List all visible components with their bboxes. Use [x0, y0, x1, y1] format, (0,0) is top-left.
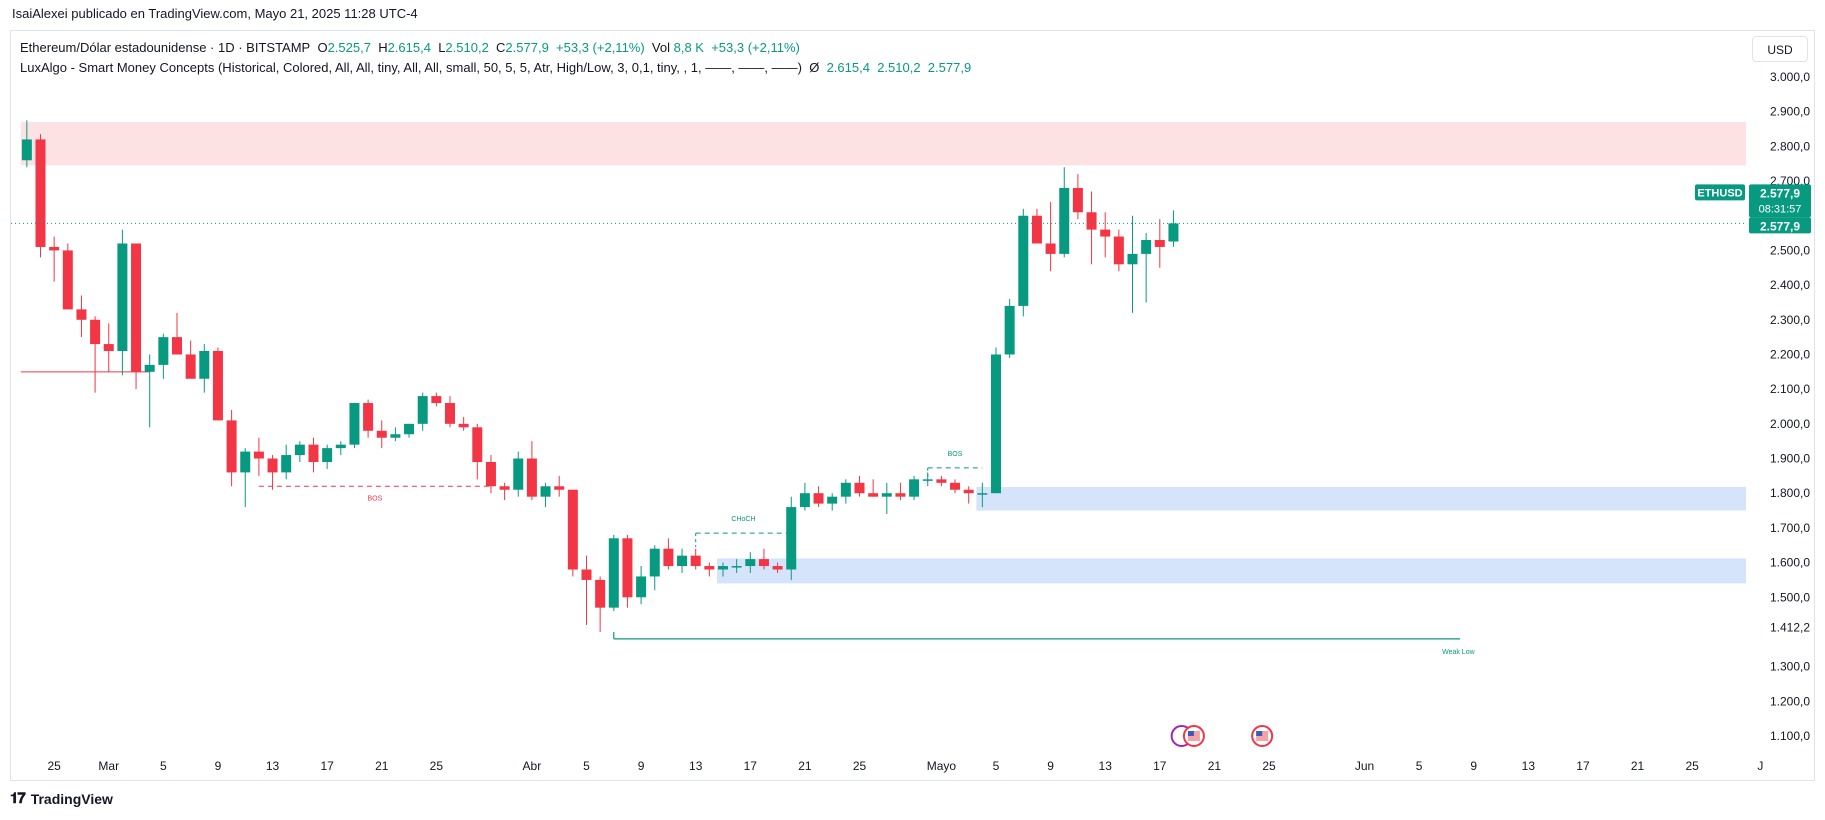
- low-value: 2.510,2: [445, 40, 489, 55]
- indicator-symbol: Ø: [809, 60, 820, 75]
- footer-brand-label: TradingView: [30, 790, 113, 807]
- volume-value: 8,8 K: [673, 40, 704, 55]
- footer-brand[interactable]: 𝟏𝟕 TradingView: [10, 790, 113, 807]
- indicator-title[interactable]: LuxAlgo - Smart Money Concepts (Historic…: [20, 60, 802, 75]
- open-label: O: [317, 40, 328, 55]
- currency-button[interactable]: USD: [1752, 36, 1808, 62]
- high-value: 2.615,4: [387, 40, 431, 55]
- symbol-title[interactable]: Ethereum/Dólar estadounidense · 1D · BIT…: [20, 40, 311, 55]
- change-value: +53,3 (+2,11%): [556, 40, 645, 55]
- volume-label: Vol: [651, 40, 670, 55]
- chart-frame: [10, 30, 1815, 781]
- indicator-value-2: 2.510,2: [877, 60, 921, 75]
- indicator-value-3: 2.577,9: [927, 60, 972, 75]
- indicator-value-1: 2.615,4: [826, 60, 870, 75]
- tradingview-logo-icon: 𝟏𝟕: [10, 790, 26, 807]
- symbol-legend-row: Ethereum/Dólar estadounidense · 1D · BIT…: [20, 38, 971, 58]
- close-value: 2.577,9: [505, 40, 549, 55]
- open-value: 2.525,7: [327, 40, 371, 55]
- publisher-line: IsaiAlexei publicado en TradingView.com,…: [12, 6, 418, 21]
- high-label: H: [378, 40, 388, 55]
- low-label: L: [438, 40, 446, 55]
- chart-legend: Ethereum/Dólar estadounidense · 1D · BIT…: [20, 38, 971, 78]
- volume-change: +53,3 (+2,11%): [711, 40, 800, 55]
- indicator-legend-row: LuxAlgo - Smart Money Concepts (Historic…: [20, 58, 971, 78]
- close-label: C: [496, 40, 506, 55]
